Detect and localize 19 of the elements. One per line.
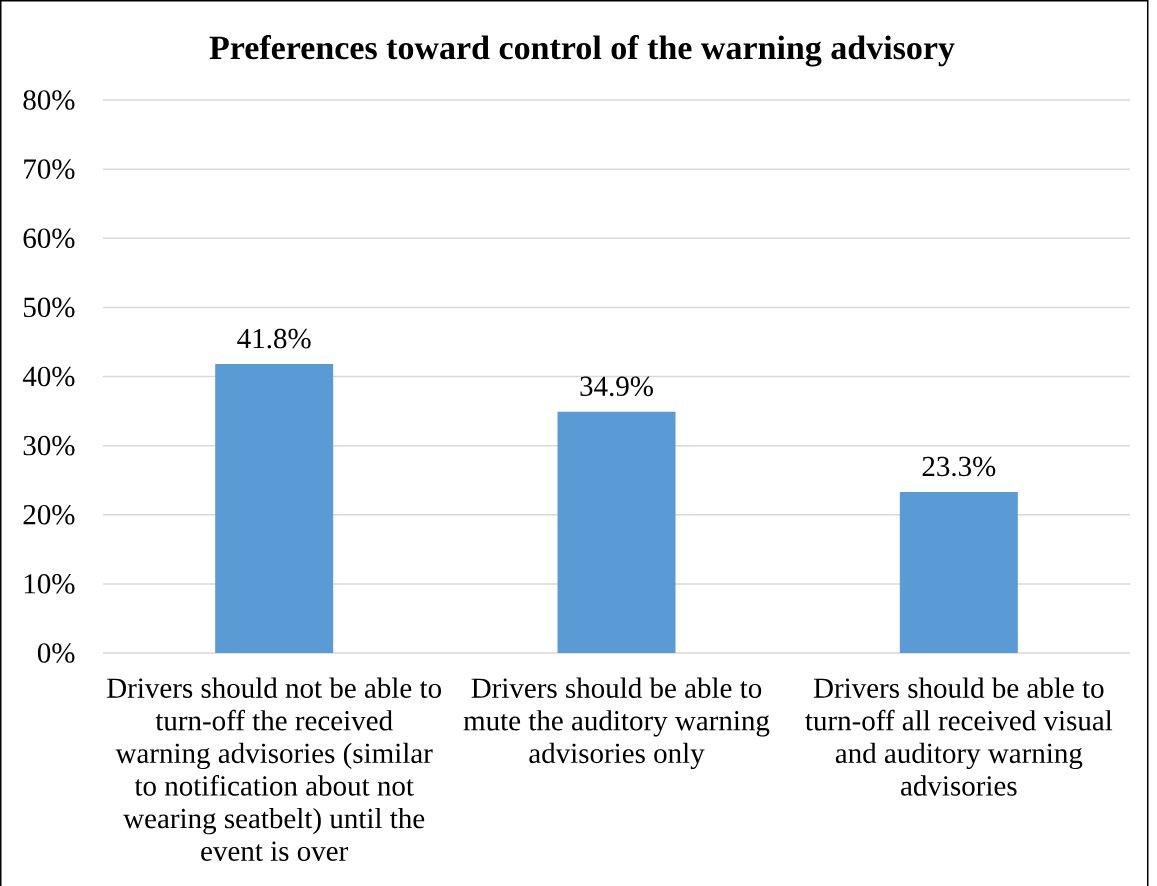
y-tick-label: 50% [24,297,75,318]
bar [215,364,334,653]
y-tick-label: 80% [23,90,75,110]
x-tick-label: Drivers should be able to mute the auditory warning advisories only [463,677,770,770]
chart-title: Preferences toward control of the warning advisory [209,35,955,67]
data-label: 41.8% [237,328,311,349]
y-tick-label: 30% [23,435,75,456]
y-tick-label: 20% [23,504,75,525]
y-tick-label: 60% [23,228,75,249]
x-tick-label: Drivers should not be able to turn-off the received warning advisories (similar to notification about not wearing seatbelt) until the event is over [107,677,441,861]
x-tick-label: Drivers should be able to turn-off all received visual and auditory warning advisories [805,677,1113,796]
data-label: 23.3% [922,456,996,477]
y-tick-label: 10% [24,574,75,594]
bar [899,491,1018,653]
y-tick-label: 40% [22,366,75,387]
y-tick-label: 0% [37,643,75,663]
data-label: 34.9% [580,376,653,397]
bar [557,411,676,653]
y-tick-label: 70% [24,159,75,179]
